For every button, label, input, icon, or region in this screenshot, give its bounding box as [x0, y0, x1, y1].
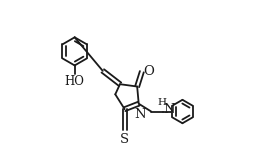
Text: S: S	[120, 133, 129, 146]
Text: O: O	[144, 65, 155, 78]
Text: N: N	[164, 104, 175, 116]
Text: H: H	[158, 98, 167, 107]
Text: N: N	[135, 108, 146, 121]
Text: HO: HO	[64, 75, 84, 88]
